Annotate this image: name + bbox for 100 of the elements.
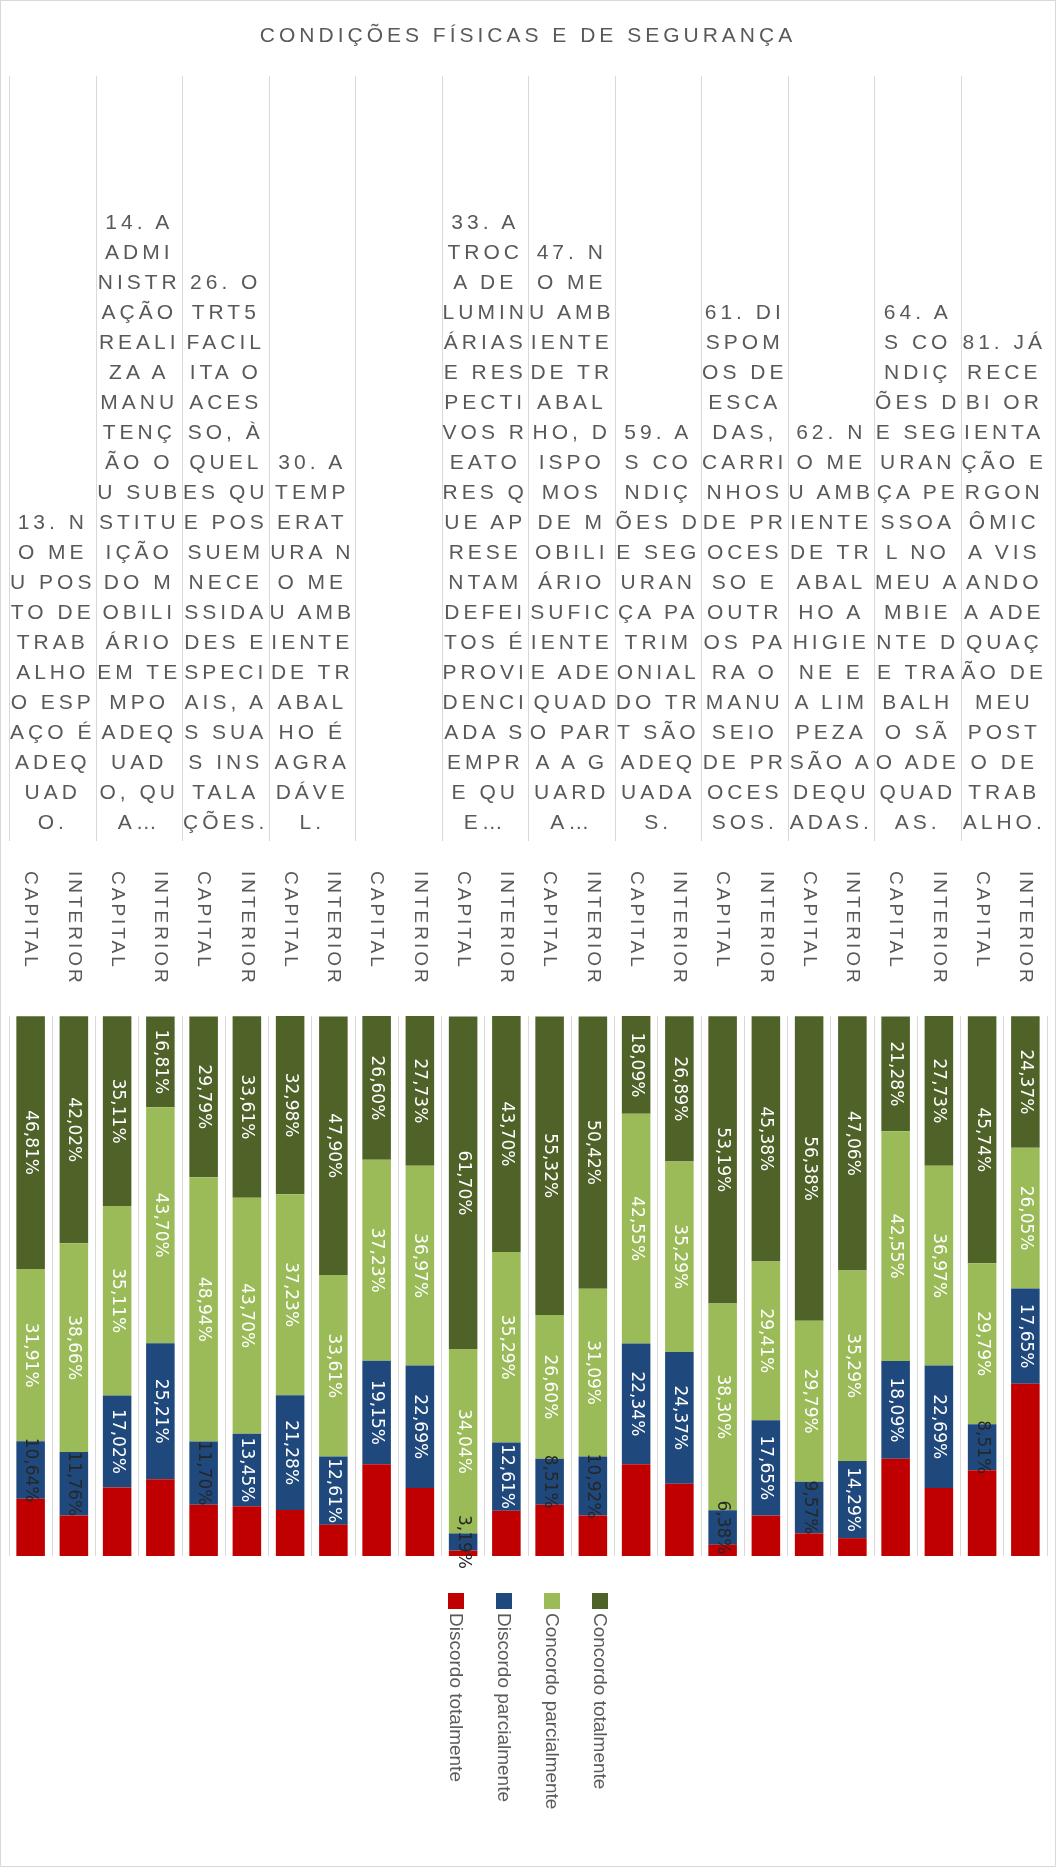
bar: [665, 1016, 694, 1162]
bar: [751, 1016, 781, 1262]
bar: [621, 1464, 651, 1556]
data-label: 6,38%: [714, 1500, 735, 1555]
data-label: 45,74%: [973, 1107, 994, 1173]
text: 26. O TRT5 FACILITA O ACESSO, ÀQUELES QUE POSSUEM NECESSIDADES ESPECIAIS, AS SUAS INSTALAÇÕES.: [183, 270, 269, 833]
data-label: 56,38%: [800, 1136, 821, 1201]
bar: [448, 1016, 478, 1350]
bar: [232, 1197, 262, 1434]
x-tick-label: INTERIOR: [324, 871, 346, 986]
data-label: 42,02%: [65, 1097, 86, 1163]
data-label: 17,65%: [1016, 1303, 1037, 1369]
x-tick-label: CAPITAL: [367, 871, 389, 970]
x-tick-label: INTERIOR: [237, 871, 259, 986]
text: 61. DISPOMOS DE ESCADAS, CARRINHOS DE PROCESSO E OUTROS PARA O MANUSEIO DE PROCESSOS.: [702, 300, 788, 833]
data-label: 18,09%: [887, 1377, 908, 1443]
data-label: 37,23%: [281, 1262, 302, 1328]
data-label: 36,97%: [411, 1233, 432, 1299]
data-label: 38,30%: [714, 1374, 735, 1440]
bar: [189, 1016, 218, 1178]
data-label: 61,70%: [454, 1150, 475, 1216]
text: 59. AS CONDIÇÕES DE SEGURANÇA PATRIMONIAL DO TRT SÃO ADEQUADAS.: [615, 420, 701, 833]
bar: [924, 1487, 954, 1556]
bar: [405, 1487, 435, 1556]
x-tick-label: CAPITAL: [799, 871, 821, 970]
bar: [319, 1275, 348, 1457]
x-tick-label: INTERIOR: [670, 871, 692, 986]
data-label: 35,11%: [108, 1078, 129, 1144]
data-label: 27,73%: [930, 1058, 951, 1124]
data-label: 42,55%: [887, 1213, 908, 1279]
data-label: 46,81%: [22, 1110, 43, 1176]
x-tick-label: INTERIOR: [410, 871, 432, 986]
bar: [319, 1016, 348, 1276]
x-tick-label: INTERIOR: [64, 871, 86, 986]
data-label: 48,94%: [195, 1276, 216, 1342]
bar: [1011, 1147, 1040, 1289]
bar: [492, 1510, 521, 1556]
data-label: 55,32%: [541, 1133, 562, 1199]
x-tick-label: INTERIOR: [151, 871, 173, 986]
bar: [924, 1016, 954, 1166]
data-label: 16,81%: [151, 1029, 172, 1095]
data-label: 29,79%: [973, 1311, 994, 1377]
bar: [665, 1352, 694, 1484]
bar: [881, 1458, 910, 1556]
text: 33. A TROCA DE LUMINÁRIAS E RESPECTIVOS REATORES QUE APRESENTAM DEFEITOS É PROVIDENCIADA SEMPRE QUE…: [442, 210, 528, 833]
data-label: 26,89%: [670, 1056, 691, 1122]
data-label: 10,64%: [22, 1437, 43, 1503]
x-tick-label: INTERIOR: [843, 871, 865, 986]
x-tick-label: INTERIOR: [929, 871, 951, 986]
bar: [146, 1107, 175, 1344]
bar: [16, 1016, 45, 1269]
bar: [59, 1243, 89, 1452]
data-label: 9,57%: [800, 1480, 821, 1535]
bar: [665, 1483, 694, 1556]
data-label: 53,19%: [714, 1127, 735, 1193]
data-label: 47,06%: [843, 1110, 864, 1176]
bar: [838, 1538, 867, 1556]
data-label: 26,05%: [1016, 1185, 1037, 1251]
bar: [362, 1016, 391, 1160]
bar: [189, 1177, 218, 1442]
text: 81. JÁ RECEBI ORIENTAÇÃO ERGONÔMICA VISANDO A ADEQUAÇÃO DE MEU POSTO DE TRABALHO.: [961, 330, 1047, 833]
legend-label: Discordo parcialmente: [493, 1613, 515, 1803]
data-label: 31,91%: [22, 1322, 43, 1388]
bar: [708, 1016, 737, 1304]
bar: [751, 1515, 781, 1556]
data-label: 29,79%: [800, 1368, 821, 1434]
bar: [232, 1506, 262, 1556]
data-label: 47,90%: [324, 1113, 345, 1179]
bar: [794, 1533, 824, 1556]
bar: [275, 1510, 305, 1556]
bar: [794, 1016, 824, 1321]
bar: [405, 1016, 435, 1166]
text: 64. AS CONDIÇÕES DE SEGURANÇA PESSOAL NO MEU AMBIENTE DE TRABALHO SÃO ADEQUADAS.: [875, 300, 961, 833]
bar: [146, 1479, 175, 1556]
data-label: 12,61%: [497, 1444, 518, 1510]
text: 14. A ADMINISTRAÇÃO REALIZA A MANUTENÇÃO OU SUBSTITUIÇÃO DO MOBILIÁRIO EM TEMPO ADEQUADO, QUA…: [97, 210, 182, 833]
data-label: 29,41%: [757, 1308, 778, 1374]
x-tick-label: CAPITAL: [21, 871, 43, 970]
legend-label: Concordo parcialmente: [541, 1613, 563, 1810]
legend-label: Discordo totalmente: [445, 1613, 467, 1782]
bar: [838, 1016, 867, 1271]
data-label: 29,79%: [195, 1064, 216, 1130]
data-label: 25,21%: [151, 1378, 172, 1444]
bar: [189, 1504, 218, 1556]
bar: [362, 1464, 391, 1556]
bar: [492, 1016, 521, 1252]
bar: [665, 1161, 694, 1353]
x-tick-label: CAPITAL: [540, 871, 562, 970]
data-label: 32,98%: [281, 1072, 302, 1138]
bar: [102, 1487, 132, 1556]
data-label: 35,29%: [843, 1333, 864, 1399]
x-tick-label: INTERIOR: [756, 871, 778, 986]
data-label: 27,73%: [411, 1058, 432, 1124]
bar: [362, 1159, 391, 1361]
x-tick-label: INTERIOR: [583, 871, 605, 986]
data-label: 34,04%: [454, 1409, 475, 1474]
data-label: 43,70%: [151, 1192, 172, 1258]
x-tick-label: CAPITAL: [453, 871, 475, 970]
text: 30. A TEMPERATURA NO MEU AMBIENTE DE TRABALHO É AGRADÁVEL.: [269, 450, 355, 833]
bar: [751, 1261, 781, 1421]
